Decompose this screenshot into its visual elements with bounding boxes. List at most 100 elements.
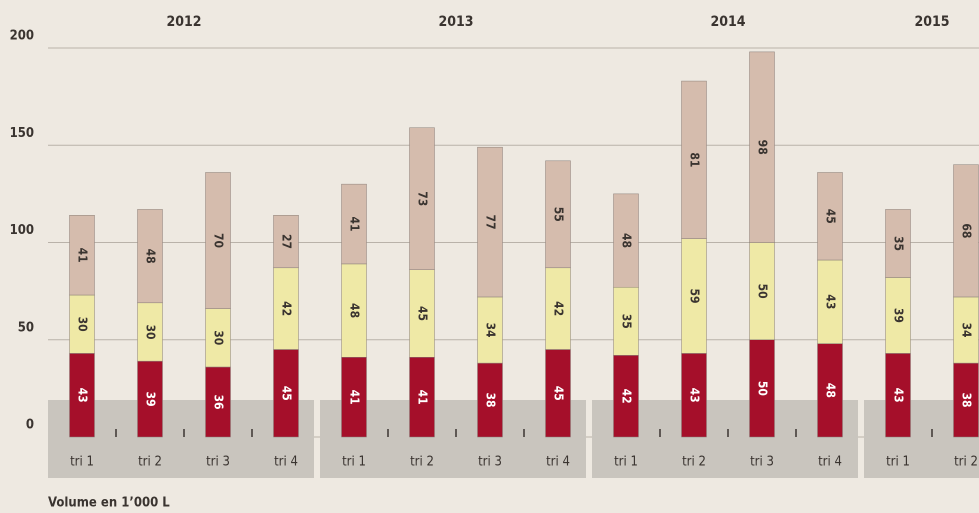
x-tick-label: tri 2 bbox=[138, 455, 162, 470]
value-label: 30 bbox=[144, 324, 158, 339]
value-label: 73 bbox=[416, 191, 430, 206]
bar-segment bbox=[341, 357, 367, 438]
value-label: 45 bbox=[824, 209, 838, 224]
bar-segment bbox=[137, 209, 163, 304]
x-tick-label: tri 1 bbox=[614, 455, 638, 470]
bar-segment bbox=[749, 242, 775, 340]
x-tick-label: tri 2 bbox=[682, 455, 706, 470]
x-axis-title: Volume en 1’000 L bbox=[48, 496, 170, 511]
bar-segment bbox=[681, 353, 707, 438]
y-tick-label: 200 bbox=[10, 29, 34, 44]
bar-segment bbox=[545, 349, 571, 438]
bar-segment bbox=[341, 263, 367, 358]
bar-segment bbox=[69, 294, 95, 354]
y-tick-label: 100 bbox=[10, 223, 34, 238]
value-label: 81 bbox=[688, 152, 702, 167]
value-label: 48 bbox=[824, 383, 838, 398]
x-tick-label: tri 2 bbox=[410, 455, 434, 470]
bar-segment bbox=[953, 164, 979, 298]
x-tick-label: tri 4 bbox=[546, 455, 570, 470]
value-label: 42 bbox=[552, 301, 566, 316]
value-label: 70 bbox=[212, 233, 226, 248]
bar-segment bbox=[953, 296, 979, 364]
group-label: 2014 bbox=[710, 14, 745, 30]
y-tick-label: 50 bbox=[18, 320, 34, 335]
y-tick-label: 0 bbox=[26, 418, 34, 433]
value-label: 48 bbox=[144, 249, 158, 264]
bar-segment bbox=[273, 267, 299, 350]
value-label: 45 bbox=[552, 386, 566, 401]
bar-segment bbox=[273, 349, 299, 438]
value-label: 50 bbox=[756, 284, 770, 299]
bar-segment bbox=[681, 80, 707, 239]
value-label: 48 bbox=[620, 233, 634, 248]
bar-segment bbox=[137, 302, 163, 362]
bar-segment bbox=[953, 362, 979, 438]
value-label: 43 bbox=[892, 388, 906, 403]
bar-segment bbox=[613, 193, 639, 288]
value-label: 41 bbox=[348, 390, 362, 405]
value-label: 48 bbox=[348, 303, 362, 318]
value-label: 42 bbox=[620, 389, 634, 404]
group-label: 2013 bbox=[438, 14, 473, 30]
bar-segment bbox=[477, 146, 503, 298]
value-label: 35 bbox=[892, 236, 906, 251]
x-tick-label: tri 1 bbox=[886, 455, 910, 470]
value-label: 39 bbox=[892, 308, 906, 323]
value-label: 98 bbox=[756, 140, 770, 155]
value-label: 39 bbox=[144, 392, 158, 407]
value-label: 45 bbox=[416, 306, 430, 321]
value-label: 50 bbox=[756, 381, 770, 396]
bar-segment bbox=[69, 215, 95, 296]
value-label: 36 bbox=[212, 394, 226, 409]
value-label: 43 bbox=[688, 388, 702, 403]
bar-segment bbox=[477, 362, 503, 438]
bar-segment bbox=[69, 353, 95, 438]
bar-segment bbox=[205, 172, 231, 309]
value-label: 41 bbox=[75, 248, 89, 263]
value-label: 77 bbox=[484, 215, 498, 230]
bar-segment bbox=[885, 277, 911, 354]
bar-segment bbox=[817, 343, 843, 438]
value-label: 38 bbox=[960, 393, 974, 408]
x-tick-label: tri 1 bbox=[70, 455, 94, 470]
x-tick-label: tri 2 bbox=[954, 455, 978, 470]
bar-segment bbox=[817, 172, 843, 261]
x-tick-label: tri 4 bbox=[818, 455, 842, 470]
value-label: 41 bbox=[416, 390, 430, 405]
value-label: 59 bbox=[688, 288, 702, 303]
x-tick-label: tri 3 bbox=[750, 455, 774, 470]
bar-segment bbox=[749, 51, 775, 243]
value-label: 41 bbox=[348, 217, 362, 232]
bar-segment bbox=[817, 259, 843, 344]
value-label: 30 bbox=[76, 317, 90, 332]
x-tick-label: tri 4 bbox=[274, 455, 298, 470]
bar-segment bbox=[341, 183, 367, 265]
bar-segment bbox=[749, 339, 775, 438]
x-tick-label: tri 3 bbox=[478, 455, 502, 470]
value-label: 43 bbox=[824, 294, 838, 309]
bar-segment bbox=[205, 366, 231, 438]
value-label: 27 bbox=[280, 234, 294, 249]
value-label: 38 bbox=[484, 393, 498, 408]
bar-segment bbox=[409, 357, 435, 438]
bar-segment bbox=[477, 296, 503, 364]
value-label: 34 bbox=[960, 323, 974, 339]
x-tick-label: tri 1 bbox=[342, 455, 366, 470]
value-label: 30 bbox=[212, 330, 226, 345]
bar-segment bbox=[273, 215, 299, 269]
value-label: 45 bbox=[280, 386, 294, 401]
bar-segment bbox=[409, 127, 435, 270]
x-tick-label: tri 3 bbox=[206, 455, 230, 470]
group-label: 2012 bbox=[166, 14, 201, 30]
value-label: 34 bbox=[484, 323, 498, 339]
bar-segment bbox=[885, 209, 911, 278]
value-label: 43 bbox=[76, 388, 90, 403]
value-label: 55 bbox=[552, 207, 566, 222]
bar-segment bbox=[545, 160, 571, 269]
group-label: 2015 bbox=[914, 14, 949, 30]
value-label: 42 bbox=[280, 301, 294, 316]
value-label: 68 bbox=[960, 223, 974, 238]
bar-segment bbox=[681, 238, 707, 354]
